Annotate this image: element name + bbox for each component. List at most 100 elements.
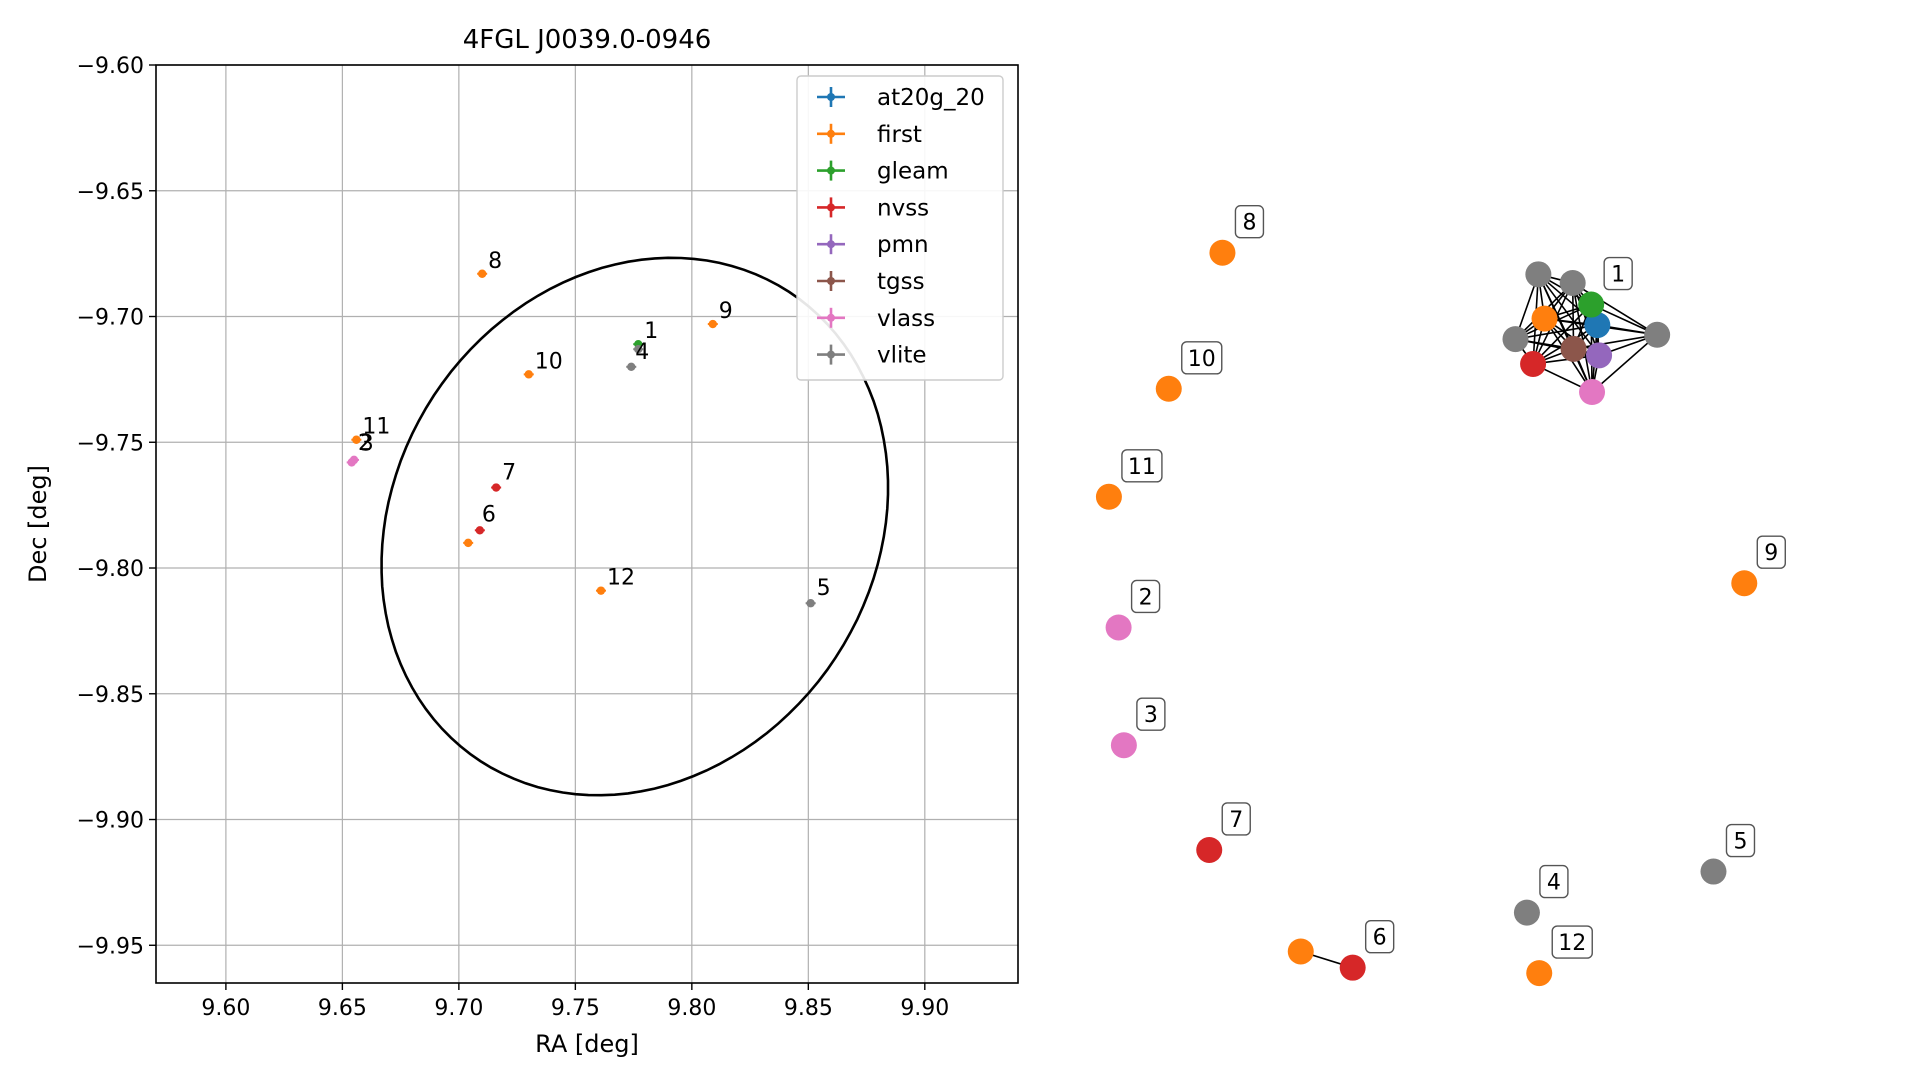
node-label-box (1551, 925, 1593, 959)
node-label-text: 12 (1558, 931, 1586, 956)
legend-marker (827, 166, 835, 175)
legend-label: vlass (877, 306, 935, 332)
data-point-first (477, 269, 487, 278)
node-label: 11 (1121, 449, 1163, 483)
network-node (1155, 375, 1182, 402)
node-label: 5 (1725, 823, 1756, 858)
node-label-box (1136, 697, 1166, 731)
node-label-box (1234, 205, 1265, 239)
network-labels: 8 10 11 2 3 7 6 4 12 5 9 1 (1121, 205, 1786, 959)
network-node (1520, 350, 1547, 377)
node-label-text: 10 (1188, 347, 1216, 372)
legend-marker (827, 240, 835, 249)
y-tick-label: −9.85 (77, 683, 144, 708)
node-label: 10 (1181, 341, 1223, 375)
node-label: 8 (1234, 205, 1265, 239)
y-tick-label: −9.70 (77, 306, 144, 331)
data-point-nvss (475, 526, 485, 535)
data-point-vlite (806, 599, 815, 608)
network-node (1339, 954, 1366, 981)
network-node (1105, 614, 1132, 641)
node-label: 12 (1551, 925, 1593, 959)
network-node (1560, 335, 1587, 362)
network-node (1586, 342, 1613, 369)
y-tick-label: −9.75 (77, 431, 144, 456)
node-label-text: 4 (1547, 871, 1561, 896)
network-panel: 8 10 11 2 3 7 6 4 12 5 9 1 (1095, 205, 1786, 987)
chart-title: 4FGL J0039.0-0946 (463, 25, 712, 55)
y-tick-label: −9.95 (77, 934, 144, 959)
network-edge (1532, 304, 1592, 365)
point-label: 12 (607, 566, 635, 591)
point-label: 10 (535, 349, 563, 374)
network-edge (1591, 334, 1658, 393)
point-label: 3 (360, 431, 374, 456)
node-label-text: 2 (1139, 585, 1153, 610)
node-label: 7 (1221, 802, 1251, 836)
data-point-first (596, 586, 606, 595)
x-ticks: 9.60 9.65 9.70 9.75 9.80 9.85 9.90 (201, 983, 949, 1021)
network-node (1513, 899, 1540, 926)
node-label-text: 6 (1373, 926, 1387, 951)
x-tick-label: 9.85 (784, 996, 833, 1021)
network-node (1095, 483, 1122, 510)
legend-marker (827, 313, 835, 322)
node-label-box (1181, 341, 1223, 375)
network-node (1731, 570, 1758, 597)
points-layer: 8 9 10 11 12 1 76 23 4 5 (346, 249, 831, 608)
x-tick-label: 9.65 (318, 996, 367, 1021)
node-label-text: 9 (1764, 541, 1778, 566)
point-label: 6 (482, 502, 496, 527)
point-label: 7 (502, 461, 516, 486)
data-point-vlite (634, 345, 643, 354)
legend-marker (827, 203, 835, 212)
network-node (1531, 305, 1558, 332)
legend-label: tgss (877, 269, 925, 295)
node-label: 3 (1136, 697, 1166, 731)
node-label-text: 11 (1128, 455, 1156, 480)
y-tick-label: −9.65 (77, 180, 144, 205)
point-label: 2 (358, 431, 372, 456)
legend-marker (827, 277, 835, 285)
point-label: 11 (362, 415, 390, 440)
data-point-nvss (491, 483, 501, 492)
node-label: 4 (1539, 864, 1569, 899)
node-label-text: 8 (1242, 211, 1256, 236)
point-label: 8 (488, 249, 502, 274)
network-node (1559, 269, 1586, 296)
node-label-box (1756, 535, 1786, 569)
y-tick-label: −9.90 (77, 809, 144, 834)
network-node (1502, 326, 1529, 353)
data-point-first (524, 370, 533, 379)
point-label: 1 (644, 319, 658, 344)
node-label-text: 1 (1611, 263, 1625, 288)
x-tick-label: 9.90 (900, 996, 949, 1021)
network-node (1700, 858, 1727, 885)
network-edge (1573, 334, 1658, 350)
legend-label: pmn (877, 232, 929, 258)
legend-label: nvss (877, 195, 929, 221)
x-tick-label: 9.60 (201, 996, 250, 1021)
network-nodes (1095, 239, 1758, 987)
data-point-first (708, 319, 718, 329)
node-label-box (1121, 449, 1163, 483)
error-ellipse-layer (380, 256, 890, 797)
point-label: 5 (817, 576, 831, 601)
plot-frame (155, 64, 1019, 984)
y-ticks: −9.60 −9.65 −9.70 −9.75 −9.80 −9.85 −9.90 −9.95 (77, 54, 156, 959)
node-label-text: 5 (1733, 830, 1747, 855)
x-tick-label: 9.75 (551, 996, 600, 1021)
data-point-vlite (627, 362, 636, 372)
data-point-first (352, 435, 361, 444)
node-label-text: 3 (1144, 703, 1158, 728)
network-node (1526, 960, 1553, 987)
node-label-box (1130, 579, 1161, 614)
network-node (1110, 732, 1137, 759)
legend-marker (827, 129, 835, 138)
legend-label: gleam (877, 159, 949, 185)
legend-marker (827, 350, 835, 359)
x-tick-label: 9.70 (434, 996, 483, 1021)
